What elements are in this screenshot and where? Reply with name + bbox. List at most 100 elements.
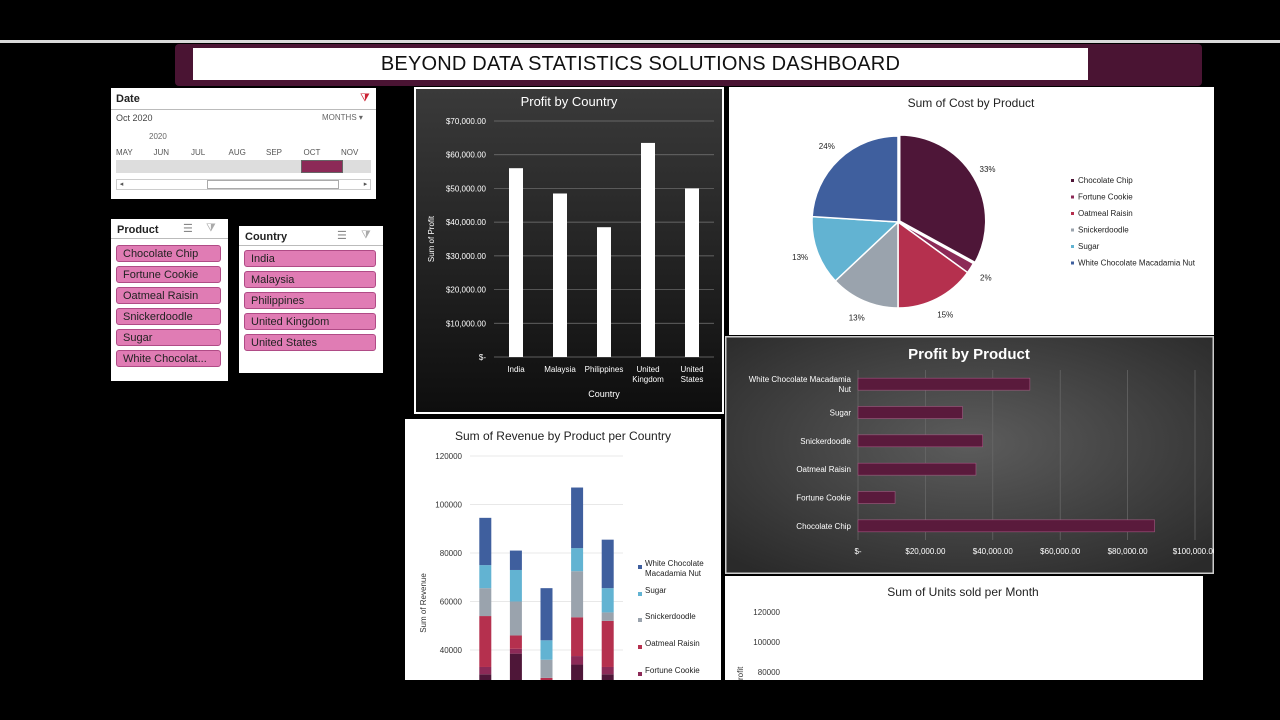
x-tick-label: Kingdom xyxy=(632,375,664,384)
bar[interactable] xyxy=(857,434,983,448)
legend-swatch xyxy=(638,565,642,569)
profit-by-product-chart[interactable]: Profit by Product $- $20,000.00 $40,000.00 $… xyxy=(725,336,1214,574)
timeline-months: MAY JUN JUL AUG SEP OCT NOV xyxy=(116,148,371,158)
product-slicer-item[interactable]: Chocolate Chip xyxy=(116,245,221,262)
pie-slice[interactable] xyxy=(834,220,899,309)
scroll-left-icon[interactable]: ◂ xyxy=(119,181,124,188)
timeline-level-dropdown[interactable]: MONTHS ▾ xyxy=(322,113,363,122)
stacked-bar-segment[interactable] xyxy=(540,677,553,680)
stacked-bar-segment[interactable] xyxy=(540,588,553,641)
bar[interactable] xyxy=(641,142,655,357)
country-slicer-item[interactable]: United Kingdom xyxy=(244,313,376,330)
country-slicer-item[interactable]: United States xyxy=(244,334,376,351)
timeline-month-label[interactable]: NOV xyxy=(341,148,359,157)
bar[interactable] xyxy=(857,519,1155,533)
stacked-bar-segment[interactable] xyxy=(601,674,614,680)
chart-title: Sum of Units sold per Month xyxy=(887,585,1038,599)
bar[interactable] xyxy=(509,168,523,357)
timeline-month-label[interactable]: MAY xyxy=(116,148,133,157)
date-timeline[interactable]: Date ⧩ Oct 2020 MONTHS ▾ 2020 MAY JUN JUL A… xyxy=(111,88,376,199)
legend-swatch xyxy=(1071,195,1074,199)
clear-filter-icon[interactable]: ⧩ xyxy=(206,222,216,234)
timeline-header: Date xyxy=(116,93,140,105)
stacked-bar-segment[interactable] xyxy=(479,674,492,680)
stacked-bar-segment[interactable] xyxy=(601,620,614,667)
y-axis-label: Sum of Revenue xyxy=(419,573,428,633)
revenue-by-product-country-chart[interactable]: Sum of Revenue by Product per Country 400… xyxy=(405,419,721,680)
stacked-bar-segment[interactable] xyxy=(509,635,522,649)
y-tick-label: $40,000.00 xyxy=(446,218,487,227)
stacked-bar-segment[interactable] xyxy=(509,601,522,636)
bar[interactable] xyxy=(857,406,963,419)
multi-select-icon[interactable]: ☰ xyxy=(183,223,193,235)
product-slicer-item[interactable]: Sugar xyxy=(116,329,221,346)
profit-by-country-chart[interactable]: Profit by Country $- $10,000.00 $20,000.00 $… xyxy=(414,87,724,414)
units-sold-per-month-chart[interactable]: Sum of Units sold per Month 80000 100000 12… xyxy=(725,576,1203,680)
stacked-bar-segment[interactable] xyxy=(601,588,614,613)
legend-swatch xyxy=(1071,228,1074,232)
bar[interactable] xyxy=(857,377,1031,391)
product-slicer-item[interactable]: Snickerdoodle xyxy=(116,308,221,325)
product-slicer-item[interactable]: Oatmeal Raisin xyxy=(116,287,221,304)
bar[interactable] xyxy=(597,227,611,357)
timeline-scrollbar[interactable]: ◂ ▸ xyxy=(116,179,371,190)
timeline-selection-handle[interactable] xyxy=(301,160,343,173)
stacked-bar-segment[interactable] xyxy=(509,653,522,680)
pie-slice[interactable] xyxy=(898,134,987,264)
cost-by-product-chart[interactable]: Sum of Cost by Product 33% 2% 15% 13% 13% 24% C… xyxy=(729,87,1214,335)
stacked-bar-segment[interactable] xyxy=(509,569,522,602)
stacked-bar-segment[interactable] xyxy=(479,517,492,566)
pie-slice[interactable] xyxy=(897,220,969,309)
multi-select-icon[interactable]: ☰ xyxy=(337,230,347,242)
stacked-bar-segment[interactable] xyxy=(479,666,492,675)
stacked-bar-segment[interactable] xyxy=(479,588,492,617)
bar[interactable] xyxy=(553,193,567,357)
country-slicer-header: Country xyxy=(245,231,288,243)
pie-slice[interactable] xyxy=(811,135,899,223)
timeline-month-label[interactable]: AUG xyxy=(228,148,246,157)
pie-slice[interactable] xyxy=(811,215,900,282)
legend-swatch xyxy=(638,672,642,676)
stacked-bar-segment[interactable] xyxy=(540,659,553,678)
stacked-bar-segment[interactable] xyxy=(601,539,614,589)
stacked-bar-segment[interactable] xyxy=(601,612,614,621)
x-tick-label: $80,000.00 xyxy=(1108,547,1149,556)
stacked-bar-segment[interactable] xyxy=(571,487,584,549)
bar[interactable] xyxy=(685,188,699,357)
stacked-bar-segment[interactable] xyxy=(479,616,492,667)
stacked-bar-segment[interactable] xyxy=(509,648,522,654)
stacked-bar-segment[interactable] xyxy=(571,571,584,618)
stacked-bar-segment[interactable] xyxy=(571,548,584,572)
timeline-month-label[interactable]: JUL xyxy=(191,148,206,157)
bar[interactable] xyxy=(857,491,896,504)
stacked-bar-segment[interactable] xyxy=(601,666,614,675)
scroll-thumb[interactable] xyxy=(207,180,339,189)
stacked-bar-segment[interactable] xyxy=(571,656,584,665)
stacked-bar-segment[interactable] xyxy=(479,565,492,589)
product-slicer-item[interactable]: White Chocolat... xyxy=(116,350,221,367)
legend-entry: Snickerdoodle xyxy=(1078,226,1129,235)
stacked-bar-segment[interactable] xyxy=(571,664,584,680)
country-slicer-item[interactable]: Malaysia xyxy=(244,271,376,288)
chart-title: Profit by Country xyxy=(521,94,618,109)
country-slicer-item[interactable]: India xyxy=(244,250,376,267)
y-tick-label: 80000 xyxy=(758,668,781,677)
product-slicer-item[interactable]: Fortune Cookie xyxy=(116,266,221,283)
timeline-month-label[interactable]: JUN xyxy=(153,148,170,157)
stacked-bar-segment[interactable] xyxy=(509,550,522,570)
y-tick-label: 80000 xyxy=(440,549,463,558)
timeline-track[interactable] xyxy=(116,160,371,173)
x-tick-label: $40,000.00 xyxy=(973,547,1014,556)
clear-filter-icon[interactable]: ⧩ xyxy=(360,92,370,104)
y-tick-label: $30,000.00 xyxy=(446,252,487,261)
stacked-bar-segment[interactable] xyxy=(571,617,584,657)
clear-filter-icon[interactable]: ⧩ xyxy=(361,229,371,241)
timeline-month-label[interactable]: OCT xyxy=(303,148,321,157)
timeline-month-label[interactable]: SEP xyxy=(266,148,283,157)
country-slicer-item[interactable]: Philippines xyxy=(244,292,376,309)
bar[interactable] xyxy=(857,462,977,476)
scroll-right-icon[interactable]: ▸ xyxy=(363,181,368,188)
x-tick-label: Malaysia xyxy=(544,365,576,374)
y-tick-label: $50,000.00 xyxy=(446,184,487,193)
stacked-bar-segment[interactable] xyxy=(540,640,553,660)
